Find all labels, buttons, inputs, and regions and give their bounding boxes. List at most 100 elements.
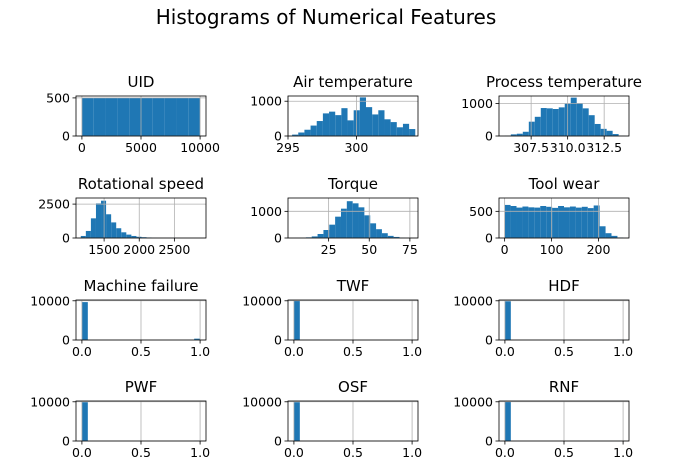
panel-torque: 25 50 75 0 1000 Torque xyxy=(250,175,419,257)
xtick-label-tool-wear-2: 200 xyxy=(587,242,611,257)
subplot-title-osf: OSF xyxy=(338,378,368,396)
bar-uid-6 xyxy=(152,97,165,136)
panel-rnf: 0.0 0.5 1.0 0 10000 RNF xyxy=(453,378,633,460)
bar-process-temperature-16 xyxy=(600,128,607,136)
bar-process-temperature-9 xyxy=(558,107,565,136)
bar-rotational-speed-9 xyxy=(126,234,132,238)
bar-tool-wear-7 xyxy=(546,206,553,238)
bar-process-temperature-3 xyxy=(522,131,529,136)
panel-pwf: 0.0 0.5 1.0 0 10000 PWF xyxy=(30,378,210,460)
ytick-label-torque-1: 1000 xyxy=(250,204,282,219)
bar-air-temperature-7 xyxy=(335,115,342,136)
subplot-title-uid: UID xyxy=(128,73,155,91)
bar-process-temperature-6 xyxy=(540,108,547,136)
xtick-label-pwf-2: 1.0 xyxy=(190,445,210,460)
axes-frame-rotational-speed xyxy=(75,197,207,239)
bar-tool-wear-11 xyxy=(569,206,576,238)
bar-air-temperature-13 xyxy=(372,114,379,136)
bar-air-temperature-5 xyxy=(322,113,330,136)
bar-tool-wear-2 xyxy=(516,207,523,238)
bar-hdf-0 xyxy=(504,301,511,340)
bar-rotational-speed-0 xyxy=(80,235,86,238)
bar-air-temperature-17 xyxy=(396,127,403,136)
bar-tool-wear-1 xyxy=(510,206,517,238)
subplot-title-tool-wear: Tool wear xyxy=(528,175,601,193)
bar-uid-1 xyxy=(93,97,106,136)
bar-tool-wear-3 xyxy=(522,206,529,238)
bar-air-temperature-8 xyxy=(341,108,348,136)
bar-process-temperature-13 xyxy=(582,108,589,136)
panel-process-temperature: 307.5 310.0 312.5 0 1000 Process temperature xyxy=(461,73,642,155)
bar-torque-6 xyxy=(329,224,336,238)
subplot-title-pwf: PWF xyxy=(125,378,158,396)
bar-tool-wear-12 xyxy=(575,207,582,238)
bar-rotational-speed-5 xyxy=(106,214,112,238)
bar-rotational-speed-6 xyxy=(111,222,117,238)
ytick-label-osf-0: 0 xyxy=(274,434,282,449)
bar-process-temperature-4 xyxy=(528,121,535,136)
ytick-label-machine-failure-1: 10000 xyxy=(30,293,70,308)
bars-machine-failure xyxy=(81,302,201,340)
bar-rotational-speed-12 xyxy=(141,237,147,238)
ytick-label-uid-0: 0 xyxy=(62,129,70,144)
bar-tool-wear-17 xyxy=(605,233,612,238)
bar-tool-wear-9 xyxy=(558,206,564,238)
ytick-label-pwf-1: 10000 xyxy=(30,394,70,409)
bars-torque xyxy=(294,201,413,238)
bar-air-temperature-9 xyxy=(347,120,354,136)
ytick-label-tool-wear-1: 500 xyxy=(469,204,493,219)
ytick-label-tool-wear-0: 0 xyxy=(485,231,493,246)
ytick-label-rotational-speed-0: 0 xyxy=(62,231,70,246)
bars-uid xyxy=(81,97,201,136)
bar-air-temperature-11 xyxy=(359,97,366,136)
bar-torque-12 xyxy=(364,215,371,238)
panel-twf: 0.0 0.5 1.0 0 10000 TWF xyxy=(242,277,422,359)
bar-tool-wear-13 xyxy=(581,206,588,238)
xtick-label-osf-1: 0.5 xyxy=(343,445,363,460)
bar-tool-wear-10 xyxy=(564,207,570,238)
bar-air-temperature-4 xyxy=(316,121,323,136)
xtick-label-rnf-2: 1.0 xyxy=(613,445,633,460)
bar-air-temperature-18 xyxy=(402,123,410,136)
bar-rotational-speed-8 xyxy=(121,232,127,238)
bar-process-temperature-11 xyxy=(570,97,577,136)
bar-air-temperature-15 xyxy=(384,119,391,136)
bar-air-temperature-0 xyxy=(292,134,299,136)
bar-tool-wear-0 xyxy=(504,204,511,238)
panel-uid: 0 5000 10000 0 500 UID xyxy=(46,73,220,155)
ytick-label-hdf-0: 0 xyxy=(485,333,493,348)
ytick-label-machine-failure-0: 0 xyxy=(62,333,70,348)
xtick-label-uid-1: 5000 xyxy=(125,140,157,155)
xtick-label-uid-0: 0 xyxy=(78,140,86,155)
bar-rotational-speed-4 xyxy=(101,200,107,238)
bar-rotational-speed-1 xyxy=(85,230,91,238)
xtick-label-air-temperature-1: 300 xyxy=(344,140,368,155)
bar-uid-5 xyxy=(141,97,153,136)
bar-process-temperature-12 xyxy=(576,103,583,136)
bars-tool-wear xyxy=(504,204,624,238)
ytick-label-osf-1: 10000 xyxy=(242,394,282,409)
bar-torque-3 xyxy=(311,236,318,238)
bar-torque-7 xyxy=(335,216,341,238)
bar-tool-wear-8 xyxy=(552,207,559,238)
bar-tool-wear-16 xyxy=(599,226,606,238)
panel-tool-wear: 0 100 200 0 500 Tool wear xyxy=(469,175,630,257)
panel-machine-failure: 0.0 0.5 1.0 0 10000 Machine failure xyxy=(30,277,210,359)
bar-machine-failure-0 xyxy=(81,302,88,340)
xtick-label-twf-2: 1.0 xyxy=(402,344,422,359)
xtick-label-pwf-1: 0.5 xyxy=(131,445,151,460)
subplot-title-process-temperature: Process temperature xyxy=(486,73,642,91)
xtick-label-process-temperature-2: 312.5 xyxy=(586,140,622,155)
xtick-label-twf-1: 0.5 xyxy=(343,344,363,359)
subplot-title-machine-failure: Machine failure xyxy=(84,277,199,295)
xtick-label-torque-0: 25 xyxy=(321,242,337,257)
subplot-title-rnf: RNF xyxy=(549,378,579,396)
bars-air-temperature xyxy=(292,97,416,136)
xtick-label-air-temperature-0: 295 xyxy=(276,140,300,155)
bar-tool-wear-18 xyxy=(611,235,618,238)
ytick-label-pwf-0: 0 xyxy=(62,434,70,449)
xtick-label-pwf-0: 0.0 xyxy=(72,445,92,460)
xtick-label-tool-wear-0: 0 xyxy=(501,242,509,257)
